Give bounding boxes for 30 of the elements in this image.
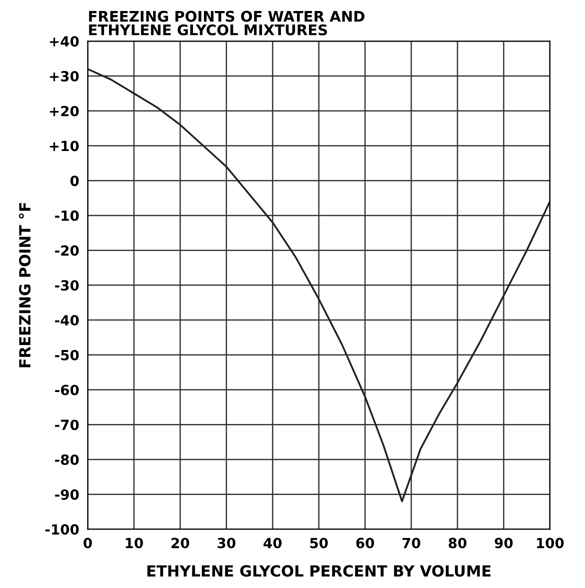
y-tick-label: -40 (55, 315, 79, 326)
y-tick-label: +30 (50, 70, 79, 82)
x-tick-label: 80 (448, 538, 466, 548)
x-tick-label: 40 (264, 538, 282, 548)
y-tick-label: -20 (55, 245, 79, 256)
y-tick-label: -10 (55, 210, 79, 221)
y-axis-title: FREEZING POINT °F (18, 202, 31, 368)
y-tick-label: -100 (45, 524, 79, 535)
y-tick-label: -90 (55, 489, 79, 500)
x-tick-label: 100 (536, 538, 564, 548)
x-tick-label: 0 (84, 538, 92, 548)
y-tick-label: +10 (50, 140, 79, 152)
y-tick-label: -30 (55, 280, 79, 291)
y-tick-label: -70 (55, 420, 79, 430)
y-tick-label: -80 (55, 454, 79, 465)
y-tick-label: +40 (50, 36, 79, 47)
x-axis-title: ETHYLENE GLYCOL PERCENT BY VOLUME (147, 565, 491, 577)
x-tick-label: 50 (310, 538, 328, 548)
chart-title: FREEZING POINTS OF WATER AND ETHYLENE GLYCOL MIXTURES (89, 10, 364, 36)
line-series (88, 68, 550, 502)
y-tick-label: -50 (55, 350, 79, 360)
x-tick-label: 10 (126, 538, 143, 548)
y-tick-label: 0 (70, 176, 79, 186)
x-tick-label: 20 (172, 538, 190, 548)
x-tick-label: 90 (494, 538, 513, 548)
x-tick-label: 30 (218, 538, 236, 548)
y-tick-label: -60 (55, 384, 79, 396)
x-tick-label: 60 (356, 538, 374, 548)
y-tick-label: +20 (50, 106, 79, 116)
x-tick-label: 70 (402, 538, 420, 548)
